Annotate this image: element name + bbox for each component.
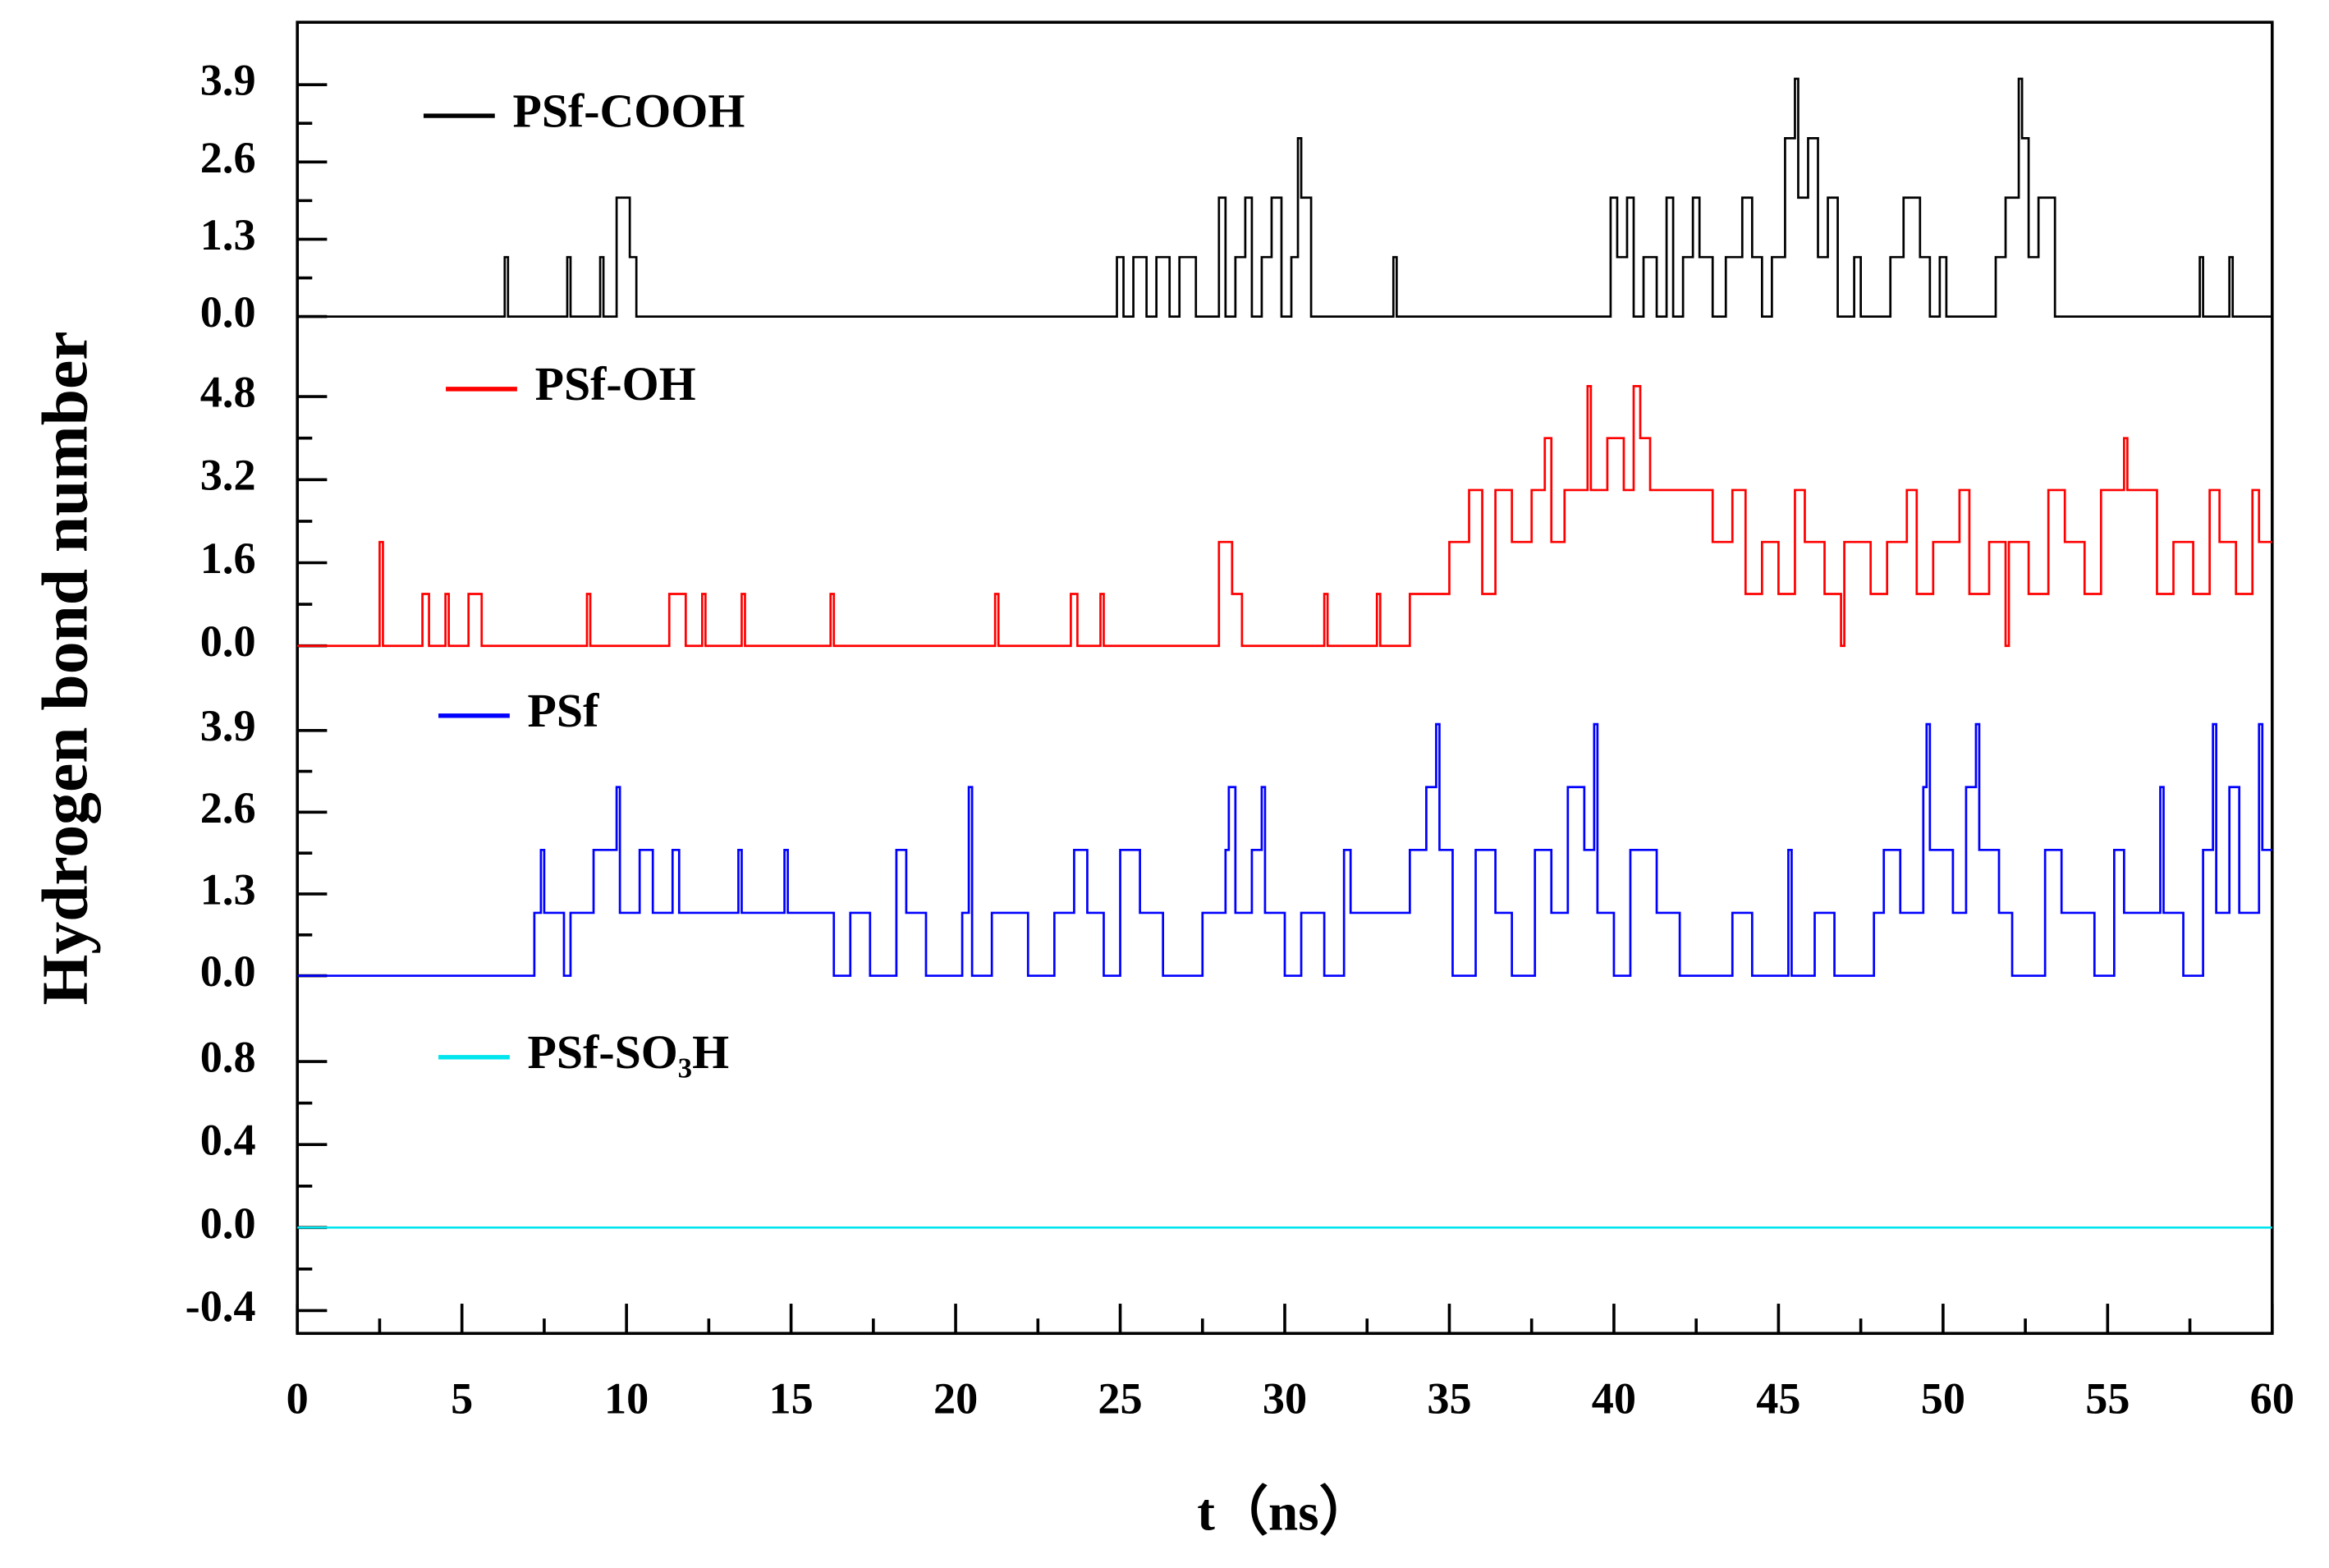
y-tick-label: 0.0	[200, 617, 256, 666]
x-tick-label: 35	[1427, 1374, 1471, 1424]
x-tick-label: 10	[604, 1374, 649, 1424]
x-tick-label: 45	[1756, 1374, 1800, 1424]
x-tick-label: 50	[1921, 1374, 1965, 1424]
x-tick-label: 30	[1263, 1374, 1307, 1424]
y-tick-label: 3.2	[200, 451, 256, 500]
x-tick-label: 55	[2085, 1374, 2130, 1424]
x-axis-label: t（ns）	[1197, 1483, 1372, 1542]
y-tick-label: 2.6	[200, 133, 256, 182]
series-line	[297, 385, 2272, 648]
y-tick-label: 0.0	[200, 947, 256, 996]
x-tick-label: 0	[287, 1374, 309, 1424]
series-line	[297, 77, 2272, 318]
x-tick-label: 60	[2250, 1374, 2295, 1424]
legend-label: PSf-OH	[535, 357, 696, 410]
y-tick-label: -0.4	[186, 1281, 256, 1331]
x-tick-label: 15	[768, 1374, 813, 1424]
y-tick-label: 4.8	[200, 368, 256, 417]
y-tick-label: 3.9	[200, 56, 256, 105]
y-axis-label: Hydrogen bond number	[30, 331, 102, 1005]
y-tick-label: 1.6	[200, 534, 256, 583]
y-tick-label: 3.9	[200, 701, 256, 750]
y-tick-label: 0.8	[200, 1033, 256, 1082]
legend-label: PSf	[528, 684, 600, 737]
legend-label: PSf-COOH	[512, 84, 745, 137]
y-tick-label: 0.4	[200, 1116, 256, 1165]
x-tick-label: 20	[933, 1374, 978, 1424]
y-tick-label: 0.0	[200, 287, 256, 337]
plot-frame	[296, 21, 2274, 1336]
x-tick-label: 5	[451, 1374, 473, 1424]
y-tick-label: 1.3	[200, 864, 256, 914]
x-tick-label: 40	[1592, 1374, 1636, 1424]
legend-label: PSf-SO₃H	[528, 1025, 730, 1079]
x-tick-label: 25	[1098, 1374, 1142, 1424]
series-line	[297, 722, 2272, 977]
y-tick-label: 0.0	[200, 1199, 256, 1248]
y-tick-label: 1.3	[200, 210, 256, 259]
y-tick-label: 2.6	[200, 783, 256, 832]
